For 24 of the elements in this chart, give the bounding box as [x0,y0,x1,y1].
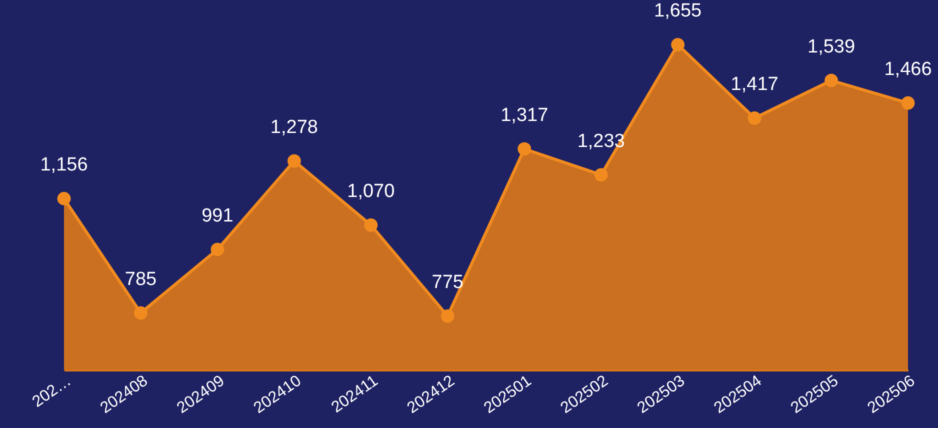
data-label: 991 [202,205,234,226]
point [671,38,685,52]
point [518,142,532,156]
x-tick-label: 202… [30,372,74,411]
point [440,309,454,323]
data-label: 1,466 [884,58,932,80]
data-label: 785 [124,268,157,290]
data-label: 775 [432,272,464,294]
data-label: 1,278 [270,116,318,138]
point [364,218,378,232]
data-label: 1,655 [654,0,702,22]
point [287,154,301,168]
data-label: 1,070 [347,181,395,202]
data-label: 1,417 [730,74,778,96]
point [210,242,224,256]
point [57,192,71,206]
data-label: 1,317 [500,104,548,126]
point [134,306,148,320]
point [594,168,608,182]
data-label: 1,156 [40,154,88,176]
point [901,96,915,110]
point [824,74,838,88]
data-label: 1,539 [808,36,856,58]
point [748,111,762,125]
